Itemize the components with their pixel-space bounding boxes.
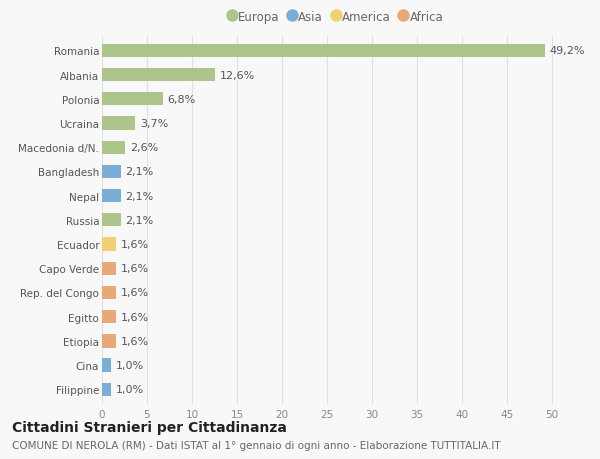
Text: 2,6%: 2,6% [130, 143, 158, 153]
Bar [102, 165, 121, 179]
Text: 2,1%: 2,1% [125, 167, 154, 177]
Text: 1,6%: 1,6% [121, 336, 149, 346]
Text: 1,6%: 1,6% [121, 240, 149, 250]
Text: 2,1%: 2,1% [125, 215, 154, 225]
Bar [102, 69, 215, 82]
Text: 49,2%: 49,2% [550, 46, 585, 56]
Bar [102, 238, 116, 251]
Bar [102, 358, 111, 372]
Bar [102, 93, 163, 106]
Text: 3,7%: 3,7% [140, 119, 168, 129]
Legend: Europa, Asia, America, Africa: Europa, Asia, America, Africa [229, 11, 443, 23]
Text: 2,1%: 2,1% [125, 191, 154, 201]
Text: 1,6%: 1,6% [121, 288, 149, 298]
Bar [102, 190, 121, 203]
Text: 12,6%: 12,6% [220, 70, 255, 80]
Bar [102, 262, 116, 275]
Text: COMUNE DI NEROLA (RM) - Dati ISTAT al 1° gennaio di ogni anno - Elaborazione TUT: COMUNE DI NEROLA (RM) - Dati ISTAT al 1°… [12, 440, 500, 450]
Bar [102, 310, 116, 324]
Text: 1,0%: 1,0% [116, 385, 143, 394]
Bar [102, 45, 545, 58]
Text: 1,0%: 1,0% [116, 360, 143, 370]
Text: Cittadini Stranieri per Cittadinanza: Cittadini Stranieri per Cittadinanza [12, 420, 287, 434]
Bar [102, 117, 136, 130]
Bar [102, 383, 111, 396]
Bar [102, 214, 121, 227]
Text: 1,6%: 1,6% [121, 312, 149, 322]
Bar [102, 335, 116, 348]
Bar [102, 286, 116, 299]
Bar [102, 141, 125, 155]
Text: 1,6%: 1,6% [121, 263, 149, 274]
Text: 6,8%: 6,8% [168, 95, 196, 105]
